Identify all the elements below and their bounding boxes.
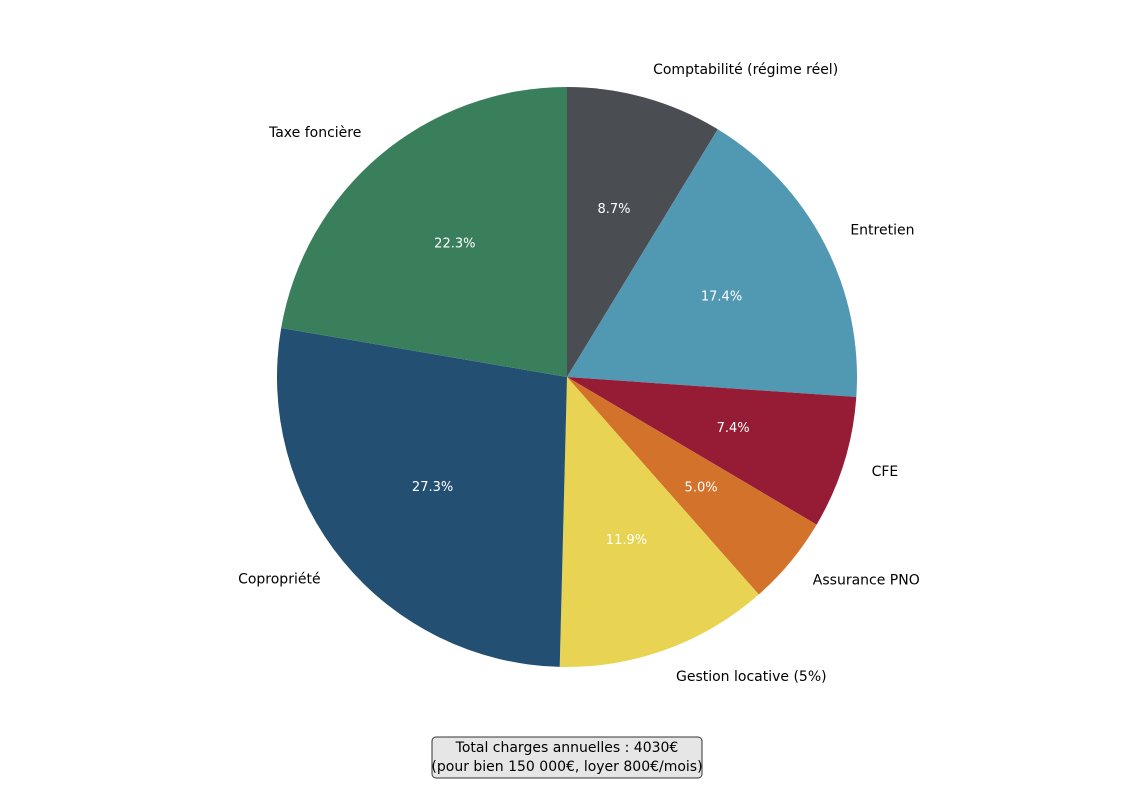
slice-label: Assurance PNO [813,572,920,588]
pie-slice [567,129,857,398]
pie-slice [567,377,817,595]
pie-slice [559,377,759,667]
slice-label: Copropriété [238,572,321,588]
percent-label: 22.3% [434,236,475,251]
slice-label: Entretien [850,222,914,238]
pie-slice [281,87,567,377]
percent-label: 17.4% [701,290,742,305]
slice-label: Gestion locative (5%) [676,669,827,685]
pie-slice [567,87,718,377]
pie-slice [567,377,857,525]
percent-label: 5.0% [685,480,718,495]
annotation: (pour bien 150 000€, loyer 800€/mois) [431,759,702,775]
slice-label: Comptabilité (régime réel) [653,62,838,78]
percent-label: 27.3% [412,480,453,495]
percent-label: 11.9% [606,533,647,548]
annotation: Total charges annuelles : 4030€ [455,740,679,756]
percent-label: 8.7% [597,202,630,217]
pie-slice [277,328,567,667]
slice-label: Taxe foncière [268,125,361,141]
percent-label: 7.4% [717,421,750,436]
slice-label: CFE [872,464,899,480]
annotation-box [431,736,703,779]
